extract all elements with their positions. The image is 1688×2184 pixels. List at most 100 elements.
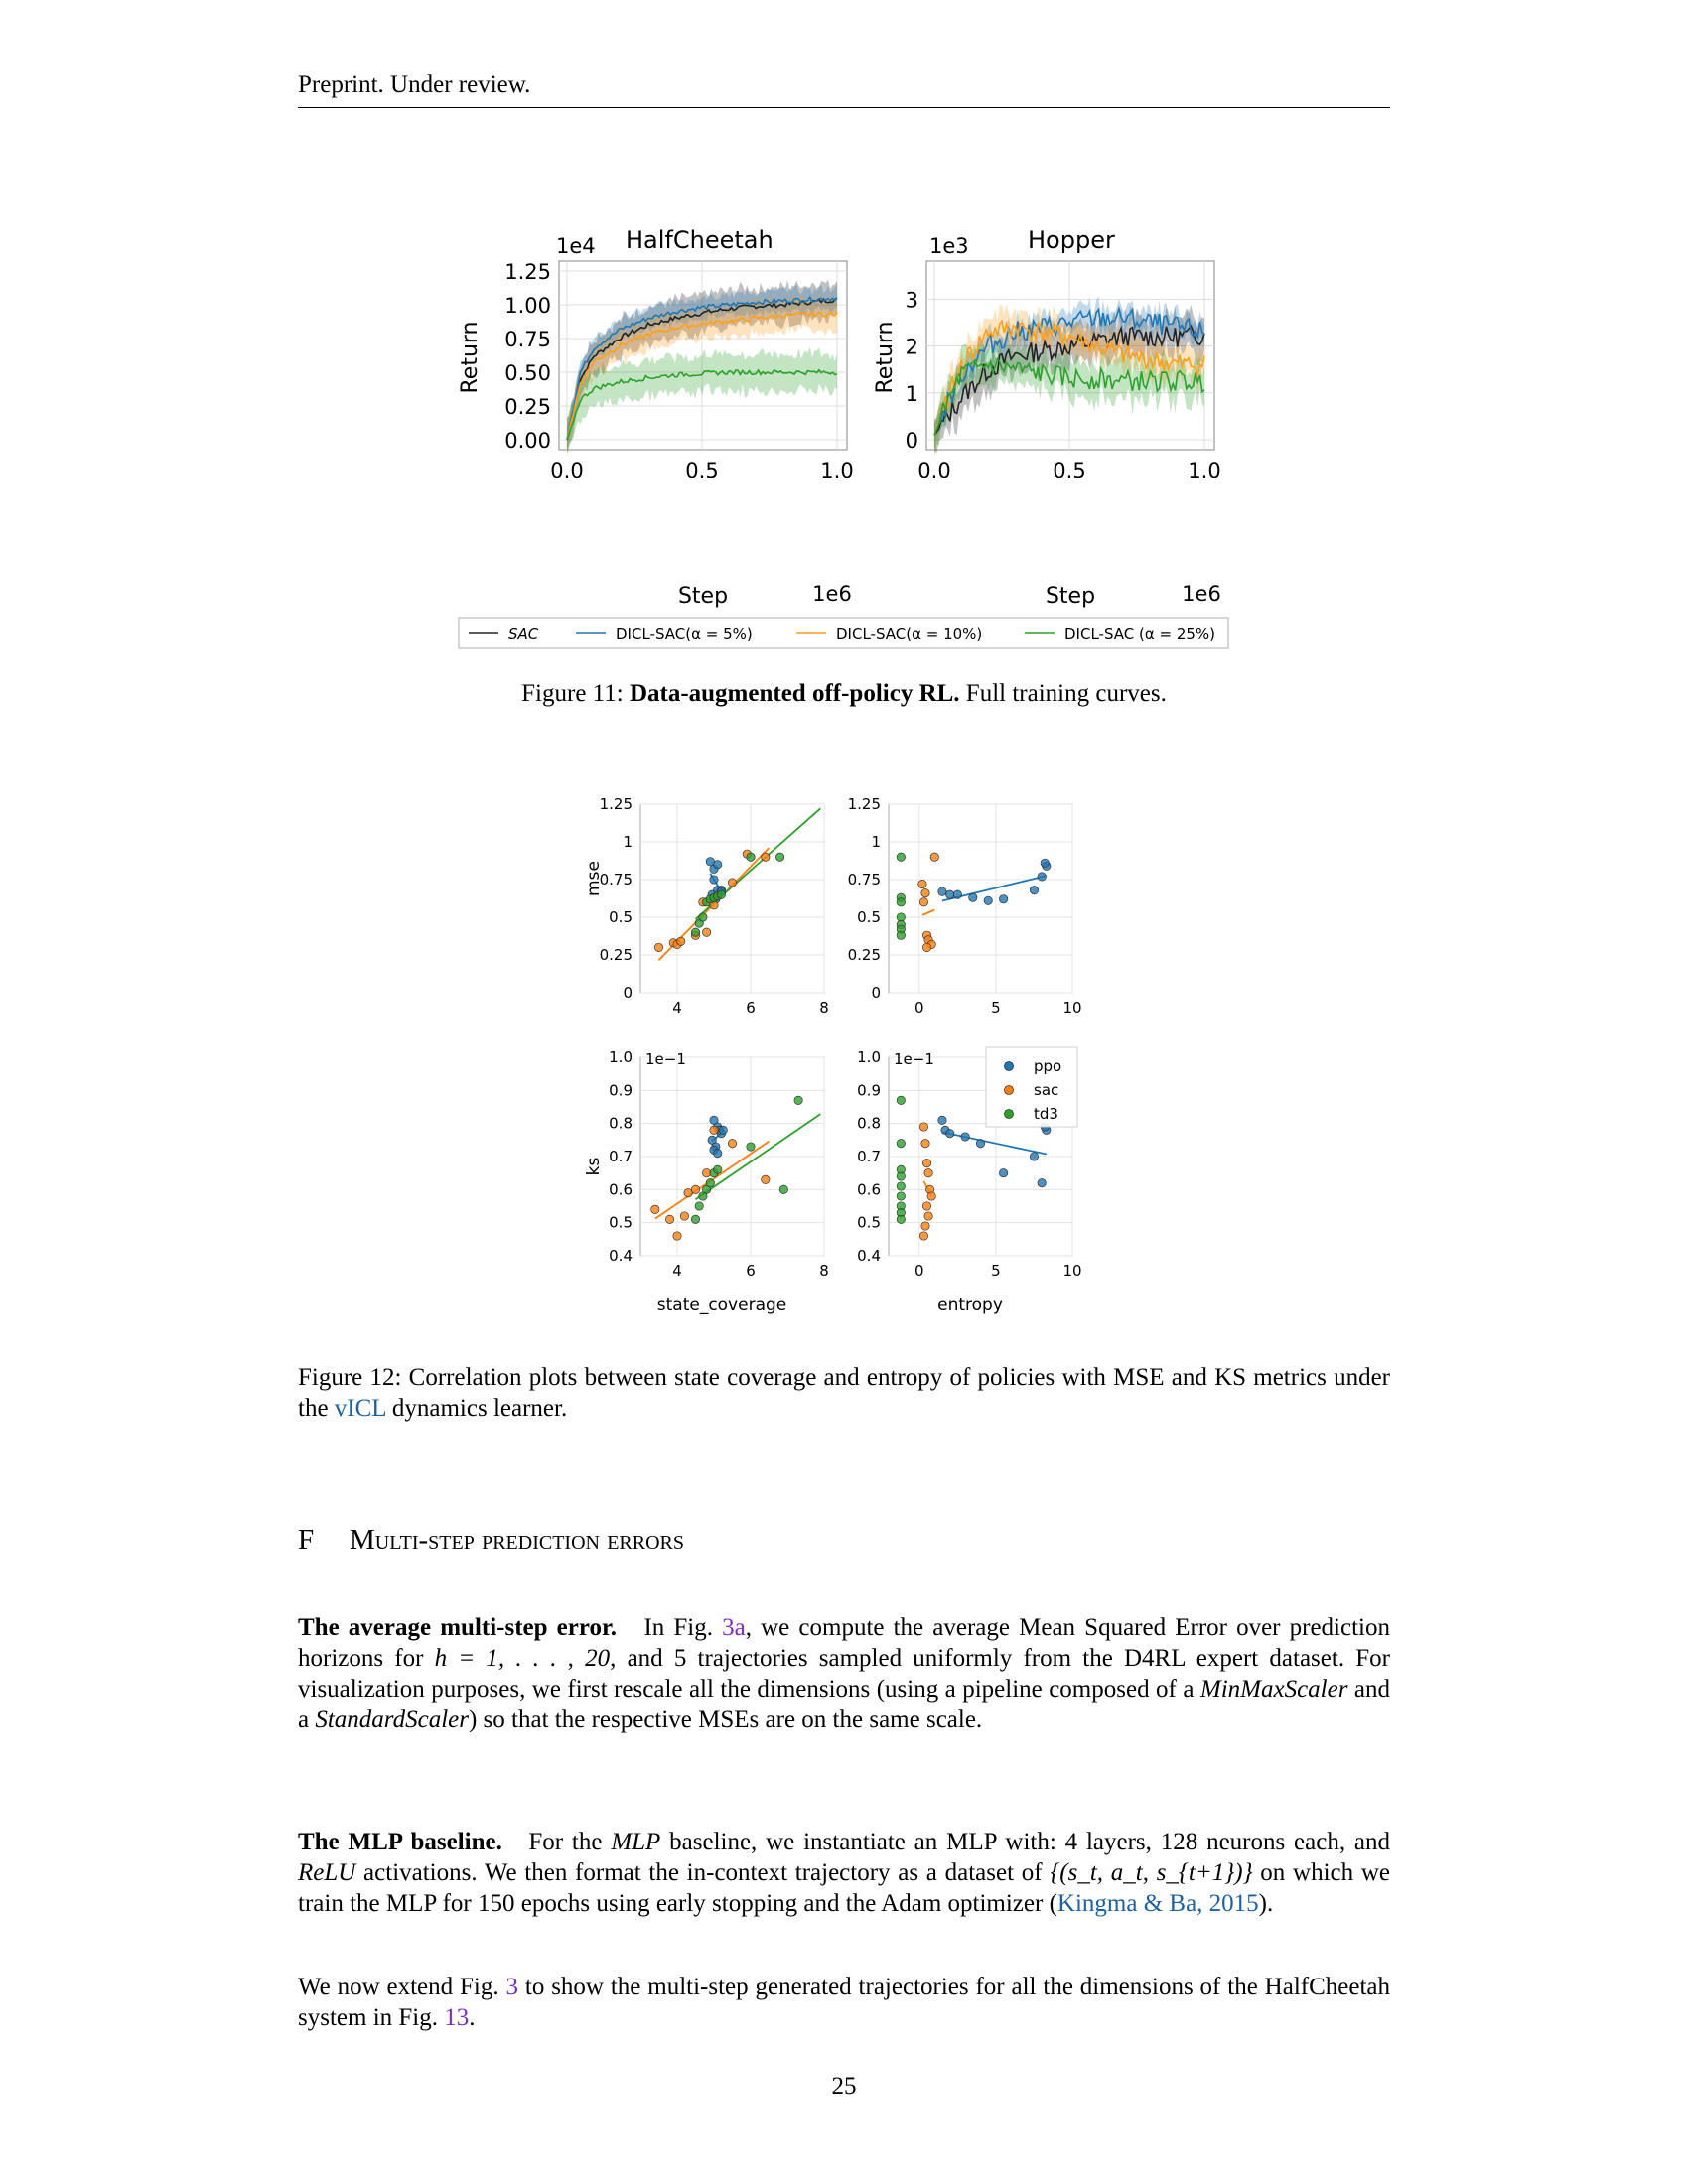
y-tick-label: 1.00	[504, 294, 551, 318]
fig12-y-tick: 0	[623, 984, 633, 1002]
scatter-point-sac	[923, 1168, 933, 1178]
scatter-point-td3	[705, 1178, 715, 1188]
fit-line-ppo	[941, 1131, 1047, 1156]
scatter-point-ppo	[983, 895, 993, 905]
x-tick-label: 0.5	[685, 459, 718, 482]
fig12-x-tick: 8	[819, 999, 829, 1017]
legend-dicl-25: DICL-SAC (α = 25%)	[1064, 625, 1215, 643]
scatter-point-sac	[918, 1122, 929, 1132]
para3-t2: to show the multi-step generated traject…	[298, 1974, 1391, 2031]
fig12-ks-mult-left: 1e−1	[645, 1050, 686, 1068]
series-line-dicl-sac-10-	[566, 310, 838, 441]
scatter-point-sac	[921, 1201, 932, 1211]
section-number: F	[298, 1524, 315, 1556]
legend-sac: SAC	[508, 625, 539, 643]
fig12-ylabel-ks: ks	[584, 1158, 604, 1176]
scatter-point-sac	[921, 1159, 932, 1168]
fig12-x-tick: 8	[819, 1262, 829, 1280]
scatter-point-sac	[650, 1204, 660, 1214]
para1-t4: and a	[298, 1676, 1390, 1733]
y-tick-label: 1.25	[504, 260, 551, 284]
fig12-x-tick: 4	[672, 1262, 682, 1280]
section-heading: F Multi-step prediction errors	[298, 1524, 684, 1557]
scatter-point-sac	[918, 1231, 929, 1241]
fig12-y-tick: 0.25	[600, 946, 633, 964]
hopper-ylabel: Return	[873, 321, 898, 393]
scatter-point-sac	[709, 1125, 719, 1135]
figure11-legend: SAC DICL-SAC(α = 5%) DICL-SAC(α = 10%) D…	[458, 617, 1229, 649]
y-tick-label: 0.75	[504, 328, 551, 351]
scatter-point-ppo	[1037, 1178, 1047, 1188]
y-tick-label: 0.50	[504, 361, 551, 385]
scatter-point-ppo	[1029, 886, 1040, 895]
para2-t4: on which we train the MLP for 150 epochs…	[298, 1859, 1390, 1917]
para2-t1: For the	[528, 1829, 612, 1855]
scatter-point-td3	[896, 1139, 906, 1149]
kingma-citation[interactable]: Kingma & Ba, 2015	[1056, 1890, 1259, 1917]
fig12-x-tick: 10	[1062, 1262, 1081, 1280]
scatter-point-sac	[727, 1139, 738, 1149]
figure11-caption-bold: Data-augmented off-policy RL.	[629, 680, 960, 707]
para3-t3: .	[469, 2004, 476, 2031]
header-rule	[298, 107, 1390, 108]
fig13-link[interactable]: 13	[444, 2004, 470, 2031]
fig12-ylabel-mse: mse	[584, 861, 604, 896]
paragraph-extend: We now extend Fig. 3 to show the multi-s…	[298, 1972, 1390, 2033]
series-line-dicl-sac-5-	[933, 305, 1205, 436]
halfcheetah-multiplier: 1e4	[556, 234, 596, 258]
paragraph-average-error: The average multi-step error. In Fig. 3a…	[298, 1612, 1390, 1735]
fig12-x-tick: 4	[672, 999, 682, 1017]
figure11-caption-rest: Full training curves.	[965, 680, 1167, 707]
scatter-point-td3	[694, 1201, 704, 1211]
fig3-link[interactable]: 3	[505, 1974, 519, 2000]
fig12-x-tick: 6	[746, 1262, 756, 1280]
legend-sac12: sac	[1034, 1081, 1058, 1099]
fig12-y-tick: 1.0	[609, 1048, 633, 1066]
scatter-point-sac	[683, 1188, 693, 1198]
scatter-point-td3	[778, 1184, 788, 1194]
para1-t3: , and 5 trajectories sampled uniformly f…	[298, 1645, 1391, 1703]
vicl-link[interactable]: vICL	[334, 1395, 386, 1422]
scatter-point-sac	[923, 1211, 933, 1221]
para1-t1: In Fig.	[643, 1614, 723, 1641]
legend-dot-ppo	[1004, 1061, 1014, 1071]
fig12-y-tick: 0.25	[848, 946, 881, 964]
scatter-point-ppo	[1037, 872, 1047, 882]
fit-line-sac	[921, 908, 935, 916]
fig12-y-tick: 0	[871, 984, 881, 1002]
fig12-x-tick: 5	[991, 999, 1001, 1017]
scatter-point-sac	[679, 1211, 689, 1221]
fig12-y-tick: 0.4	[609, 1247, 633, 1265]
scatter-point-sac	[929, 852, 939, 862]
legend-dot-td3	[1004, 1109, 1014, 1119]
scatter-point-sac	[727, 878, 738, 887]
para1-t5: ) so that the respective MSEs are on the…	[468, 1706, 983, 1733]
band-dicl-sac-5-	[567, 284, 837, 453]
band-dicl-sac-25-	[567, 346, 837, 457]
fig12-xlabel-state: state_coverage	[657, 1296, 787, 1315]
fig12-y-tick: 0.75	[600, 871, 633, 888]
scatter-point-td3	[896, 1095, 906, 1105]
fig3a-link[interactable]: 3a	[722, 1614, 746, 1641]
scatter-point-td3	[746, 852, 756, 862]
scatter-point-td3	[896, 1171, 906, 1181]
scatter-point-sac	[920, 1221, 930, 1231]
fig12-y-tick: 0.8	[857, 1115, 881, 1133]
y-tick-label: 2	[906, 336, 918, 359]
scatter-point-ppo	[718, 1125, 728, 1135]
figure11-caption-label: Figure 11:	[521, 680, 624, 707]
scatter-point-td3	[896, 930, 906, 940]
fig12-y-tick: 1.0	[857, 1048, 881, 1066]
fig12-x-tick: 5	[991, 1262, 1001, 1280]
para2-relu: ReLU	[298, 1859, 356, 1886]
section-title: Multi-step prediction errors	[350, 1524, 685, 1556]
scatter-point-td3	[896, 897, 906, 907]
fig12-y-tick: 0.6	[609, 1180, 633, 1198]
scatter-point-ppo	[945, 1129, 955, 1139]
fig12-y-tick: 0.7	[857, 1148, 881, 1165]
scatter-point-ppo	[975, 1139, 986, 1149]
fig12-y-tick: 0.5	[857, 1214, 881, 1232]
scatter-point-td3	[698, 912, 708, 922]
para3-t1: We now extend Fig.	[298, 1974, 506, 2000]
x-tick-label: 1.0	[1188, 459, 1220, 482]
